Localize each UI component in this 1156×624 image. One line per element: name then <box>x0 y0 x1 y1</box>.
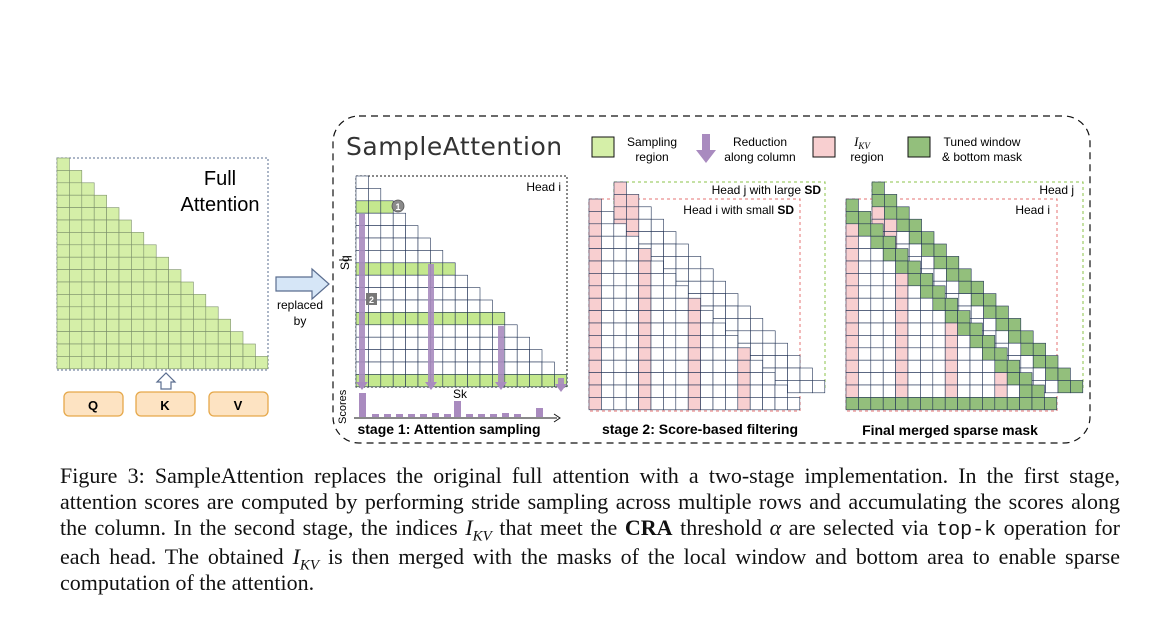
stage2-head-i-label: Head i with small SD <box>683 203 794 217</box>
full-attention-grid <box>56 157 269 370</box>
stage3-head-i-grid <box>845 198 1058 411</box>
key-v: V <box>208 391 269 417</box>
score-bar-1 <box>359 393 366 417</box>
caption-ikv-1: IKV <box>465 515 492 545</box>
up-arrow-icon <box>155 372 177 390</box>
caption-part-1: SampleAttention replaces the original fu… <box>60 463 1120 540</box>
replaced-label-1: replaced <box>277 298 323 312</box>
reduction-column-4 <box>558 378 564 386</box>
stage2-caption: stage 2: Score-based filtering <box>602 421 798 437</box>
stage2-panel: Head j with large SD Head i with small S… <box>588 181 826 437</box>
legend-ikv-swatch <box>812 136 836 158</box>
sq-axis-label: Sq <box>338 255 352 270</box>
score-bar-6 <box>420 414 427 417</box>
legend-ikv-symbol: IKV <box>853 134 871 151</box>
caption-label: Figure 3: <box>60 463 145 488</box>
reduction-arrow-1 <box>356 382 368 390</box>
stage1-head-label: Head i <box>526 180 561 194</box>
reduction-arrow-2 <box>425 382 437 390</box>
right-arrow-icon <box>275 267 330 301</box>
score-bar-4 <box>396 414 403 417</box>
legend-tuned-2: & bottom mask <box>942 150 1023 164</box>
score-bar-2 <box>372 414 379 417</box>
key-k: K <box>135 391 196 417</box>
key-v-label: V <box>234 398 243 413</box>
stage3-caption: Final merged sparse mask <box>862 422 1038 438</box>
legend-sampling-2: region <box>635 150 668 164</box>
caption-cra: CRA <box>624 515 673 540</box>
full-attention-title-1: Full <box>204 168 236 190</box>
caption-ikv-2: IKV <box>292 544 320 574</box>
legend-sampling-swatch <box>591 136 615 158</box>
stage2-head-j-label: Head j with large SD <box>712 183 822 197</box>
reduction-column-1 <box>359 214 365 384</box>
scores-label: Scores <box>337 389 349 424</box>
score-bar-13 <box>502 413 509 417</box>
caption-part-6: is then merged with the masks of the loc… <box>60 544 1120 595</box>
caption-part-5: operation for each head. The obtained <box>60 515 1121 569</box>
stage2-head-i-grid <box>588 198 801 411</box>
stage1-grid <box>355 175 568 392</box>
full-attention-title-2: Attention <box>181 194 260 216</box>
reduction-arrow-icon <box>696 134 716 163</box>
score-bar-3 <box>384 414 391 417</box>
legend: Sampling region Reduction along column I… <box>591 134 1023 164</box>
score-bar-12 <box>490 414 497 417</box>
caption-part-3: threshold <box>672 515 770 540</box>
score-bar-8 <box>444 414 451 417</box>
sampleattention-title: SampleAttention <box>346 132 563 161</box>
scores-bars <box>359 393 543 417</box>
svg-text:1: 1 <box>395 202 400 212</box>
key-q: Q <box>63 391 124 417</box>
replaced-label-2: by <box>294 314 307 328</box>
legend-ikv-2: region <box>850 150 883 164</box>
caption-part-2: that meet the <box>491 515 625 540</box>
stage1-panel: Head i 1 2 Sq Sk Scores stage 1: Attenti… <box>337 175 568 437</box>
key-q-label: Q <box>88 398 98 413</box>
stage1-badge-2: 2 <box>366 293 377 305</box>
caption-part-4: are selected via <box>781 515 937 540</box>
score-bar-11 <box>478 414 485 417</box>
score-bar-15 <box>536 408 543 417</box>
stage1-caption: stage 1: Attention sampling <box>357 421 540 437</box>
legend-tuned-1: Tuned window <box>944 135 1021 149</box>
caption-topk: top-k <box>936 519 997 542</box>
reduction-arrow-3 <box>495 382 507 390</box>
svg-text:2: 2 <box>369 295 374 305</box>
score-bar-5 <box>408 414 415 417</box>
figure-diagram: Full Attention Q K V replaced by SampleA… <box>56 115 1091 444</box>
score-bar-7 <box>432 413 439 417</box>
stage3-panel: Head j Head i Final merged sparse mask <box>845 181 1084 438</box>
caption-alpha: α <box>769 515 782 540</box>
stage3-head-j-label: Head j <box>1039 183 1074 197</box>
reduction-column-3 <box>498 326 504 384</box>
legend-tuned-swatch <box>907 136 931 158</box>
score-bar-9 <box>454 401 461 417</box>
stage1-badge-1: 1 <box>391 199 405 213</box>
legend-reduction-1: Reduction <box>733 135 787 149</box>
sk-axis-label: Sk <box>453 387 468 401</box>
stage1-outline <box>355 175 568 388</box>
stage3-head-i-label: Head i <box>1015 203 1050 217</box>
sampleattention-panel <box>332 115 1091 444</box>
key-k-label: K <box>160 398 170 413</box>
legend-reduction-2: along column <box>724 150 795 164</box>
reduction-column-2 <box>428 264 434 384</box>
replaced-by-arrow: replaced by <box>275 267 330 328</box>
legend-sampling-1: Sampling <box>627 135 677 149</box>
score-bar-14 <box>514 414 521 417</box>
score-bar-10 <box>466 414 473 417</box>
reduction-arrow-4 <box>555 384 567 392</box>
figure-caption: Figure 3: SampleAttention replaces the o… <box>60 463 1120 596</box>
full-attention-panel: Full Attention Q K V <box>56 157 269 417</box>
